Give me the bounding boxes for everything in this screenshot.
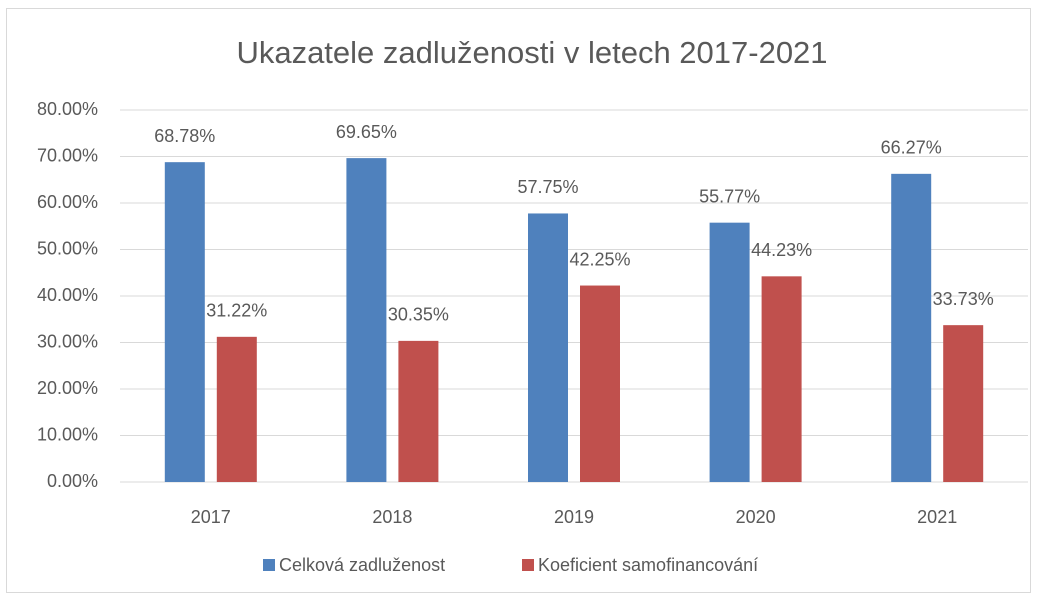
x-tick-label: 2021 — [917, 507, 957, 527]
y-tick-label: 80.00% — [37, 99, 98, 119]
chart-border — [6, 8, 1031, 593]
x-tick-label: 2020 — [736, 507, 776, 527]
bar — [709, 222, 750, 482]
legend-label: Koeficient samofinancování — [538, 555, 758, 575]
chart-title: Ukazatele zadluženosti v letech 2017-202… — [236, 35, 827, 70]
y-tick-label: 20.00% — [37, 378, 98, 398]
x-tick-label: 2017 — [191, 507, 231, 527]
data-label: 55.77% — [699, 186, 760, 206]
bar — [943, 325, 984, 482]
data-label: 31.22% — [206, 301, 267, 321]
bar — [528, 213, 568, 482]
x-tick-label: 2019 — [554, 507, 594, 527]
bar — [164, 162, 205, 482]
data-label: 66.27% — [881, 138, 942, 158]
legend-label: Celková zadluženost — [279, 555, 445, 575]
y-tick-label: 70.00% — [37, 145, 98, 165]
data-label: 68.78% — [154, 126, 215, 146]
data-label: 57.75% — [517, 177, 578, 197]
data-label: 42.25% — [569, 249, 630, 269]
data-label: 44.23% — [751, 240, 812, 260]
y-tick-label: 40.00% — [37, 285, 98, 305]
y-tick-label: 60.00% — [37, 192, 98, 212]
legend-swatch — [522, 559, 534, 571]
bar — [398, 340, 439, 482]
bar — [580, 285, 620, 482]
data-label: 69.65% — [336, 122, 397, 142]
y-tick-label: 10.00% — [37, 424, 98, 444]
x-tick-label: 2018 — [372, 507, 412, 527]
bar — [216, 336, 257, 482]
data-label: 33.73% — [933, 289, 994, 309]
y-tick-label: 50.00% — [37, 238, 98, 258]
bar — [346, 158, 387, 482]
data-label: 30.35% — [388, 305, 449, 325]
bar — [761, 276, 802, 482]
bar — [891, 173, 932, 483]
y-tick-label: 0.00% — [47, 471, 98, 491]
legend-swatch — [263, 559, 275, 571]
y-tick-label: 30.00% — [37, 331, 98, 351]
